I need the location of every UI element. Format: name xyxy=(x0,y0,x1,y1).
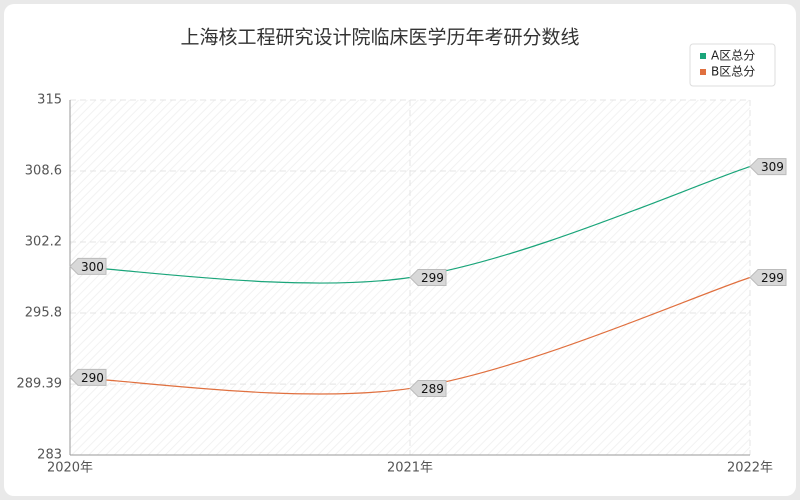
y-tick-label: 289.39 xyxy=(17,377,63,392)
value-label-tag xyxy=(409,269,447,286)
y-tick-label: 308.6 xyxy=(25,164,62,179)
y-tick-label: 315 xyxy=(37,93,62,108)
value-label-tag xyxy=(69,368,107,386)
value-label: 299 xyxy=(421,271,444,285)
value-label: 290 xyxy=(81,371,104,385)
legend-label: A区总分 xyxy=(711,49,755,63)
value-label: 289 xyxy=(421,382,444,396)
value-label-tag xyxy=(749,269,787,286)
value-label-tag xyxy=(749,158,787,176)
x-tick-label: 2022年 xyxy=(727,461,773,476)
x-tick-label: 2021年 xyxy=(387,461,433,476)
x-tick-label: 2020年 xyxy=(47,461,93,476)
legend-marker xyxy=(700,53,706,59)
legend xyxy=(689,43,776,87)
value-label-tag xyxy=(409,379,447,397)
legend-label: B区总分 xyxy=(711,65,755,79)
value-label: 299 xyxy=(761,271,784,285)
legend-marker xyxy=(700,69,706,75)
value-label-tag xyxy=(69,257,107,275)
y-tick-label: 295.8 xyxy=(25,306,62,321)
y-tick-label: 302.2 xyxy=(25,235,62,250)
value-label: 309 xyxy=(761,160,784,174)
y-tick-label: 283 xyxy=(37,448,62,463)
value-label: 300 xyxy=(81,260,104,274)
chart-title: 上海核工程研究设计院临床医学历年考研分数线 xyxy=(180,27,579,49)
